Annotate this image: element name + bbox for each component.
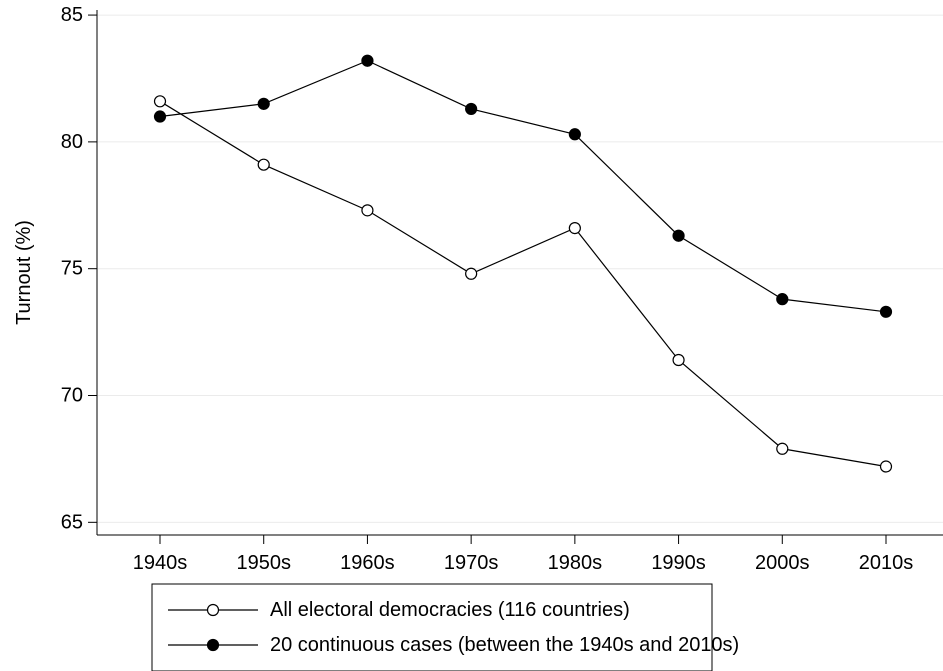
legend-items: All electoral democracies (116 countries… bbox=[168, 599, 739, 656]
series-2-line bbox=[159, 60, 887, 313]
y-tick-label-65: 65 bbox=[61, 511, 83, 533]
x-tick-label-1960s: 1960s bbox=[340, 552, 395, 574]
series-layer bbox=[153, 54, 893, 473]
y-tick-label-85: 85 bbox=[61, 4, 83, 26]
series-2-point-1970s bbox=[465, 102, 478, 116]
series-2-point-1990s bbox=[672, 229, 685, 242]
grid-lines bbox=[97, 14, 943, 523]
y-ticks: 65 70 75 80 85 bbox=[61, 4, 97, 533]
legend: All electoral democracies (116 countries… bbox=[151, 583, 739, 671]
x-tick-label-1950s: 1950s bbox=[236, 552, 291, 574]
legend-label-2: 20 continuous cases (between the 1940s a… bbox=[270, 634, 739, 656]
series-1-point-1950s bbox=[257, 158, 270, 171]
series-2-point-2000s bbox=[776, 293, 789, 306]
x-tick-label-1990s: 1990s bbox=[651, 552, 706, 574]
legend-item-1: All electoral democracies (116 countries… bbox=[168, 599, 630, 621]
series-2-point-1980s bbox=[568, 128, 581, 141]
x-tick-label-2000s: 2000s bbox=[755, 552, 810, 574]
series-1-point-2010s bbox=[879, 460, 893, 473]
series-2-point-1960s bbox=[361, 54, 374, 67]
x-tick-label-1940s: 1940s bbox=[133, 552, 188, 574]
series-1-point-1980s bbox=[568, 222, 581, 235]
y-tick-label-75: 75 bbox=[61, 258, 83, 280]
legend-swatch-marker-1 bbox=[206, 603, 220, 617]
legend-item-2: 20 continuous cases (between the 1940s a… bbox=[168, 634, 739, 656]
series-2-point-2010s bbox=[879, 305, 893, 318]
series-1-point-1960s bbox=[361, 204, 374, 217]
series-1 bbox=[153, 95, 893, 473]
y-tick-label-80: 80 bbox=[61, 131, 83, 153]
x-ticks: 1940s 1950s 1960s 1970s 1980s 1990s 2000s 2010s bbox=[133, 535, 914, 574]
legend-label-1: All electoral democracies (116 countries… bbox=[270, 599, 630, 621]
series-2-point-1940s bbox=[153, 110, 167, 123]
x-tick-label-1980s: 1980s bbox=[548, 552, 603, 574]
series-2-point-1950s bbox=[257, 97, 270, 110]
series-1-point-1970s bbox=[465, 267, 478, 280]
series-1-point-2000s bbox=[776, 442, 789, 455]
axes bbox=[96, 10, 943, 536]
series-1-line bbox=[159, 100, 887, 468]
y-tick-label-70: 70 bbox=[61, 385, 83, 407]
legend-box bbox=[151, 583, 713, 671]
series-1-point-1940s bbox=[153, 95, 167, 108]
y-axis-title: Turnout (%) bbox=[13, 220, 35, 325]
x-tick-label-2010s: 2010s bbox=[859, 552, 914, 574]
x-tick-label-1970s: 1970s bbox=[444, 552, 499, 574]
series-2 bbox=[153, 54, 893, 318]
series-1-point-1990s bbox=[672, 353, 685, 367]
legend-swatch-marker-2 bbox=[206, 638, 220, 652]
